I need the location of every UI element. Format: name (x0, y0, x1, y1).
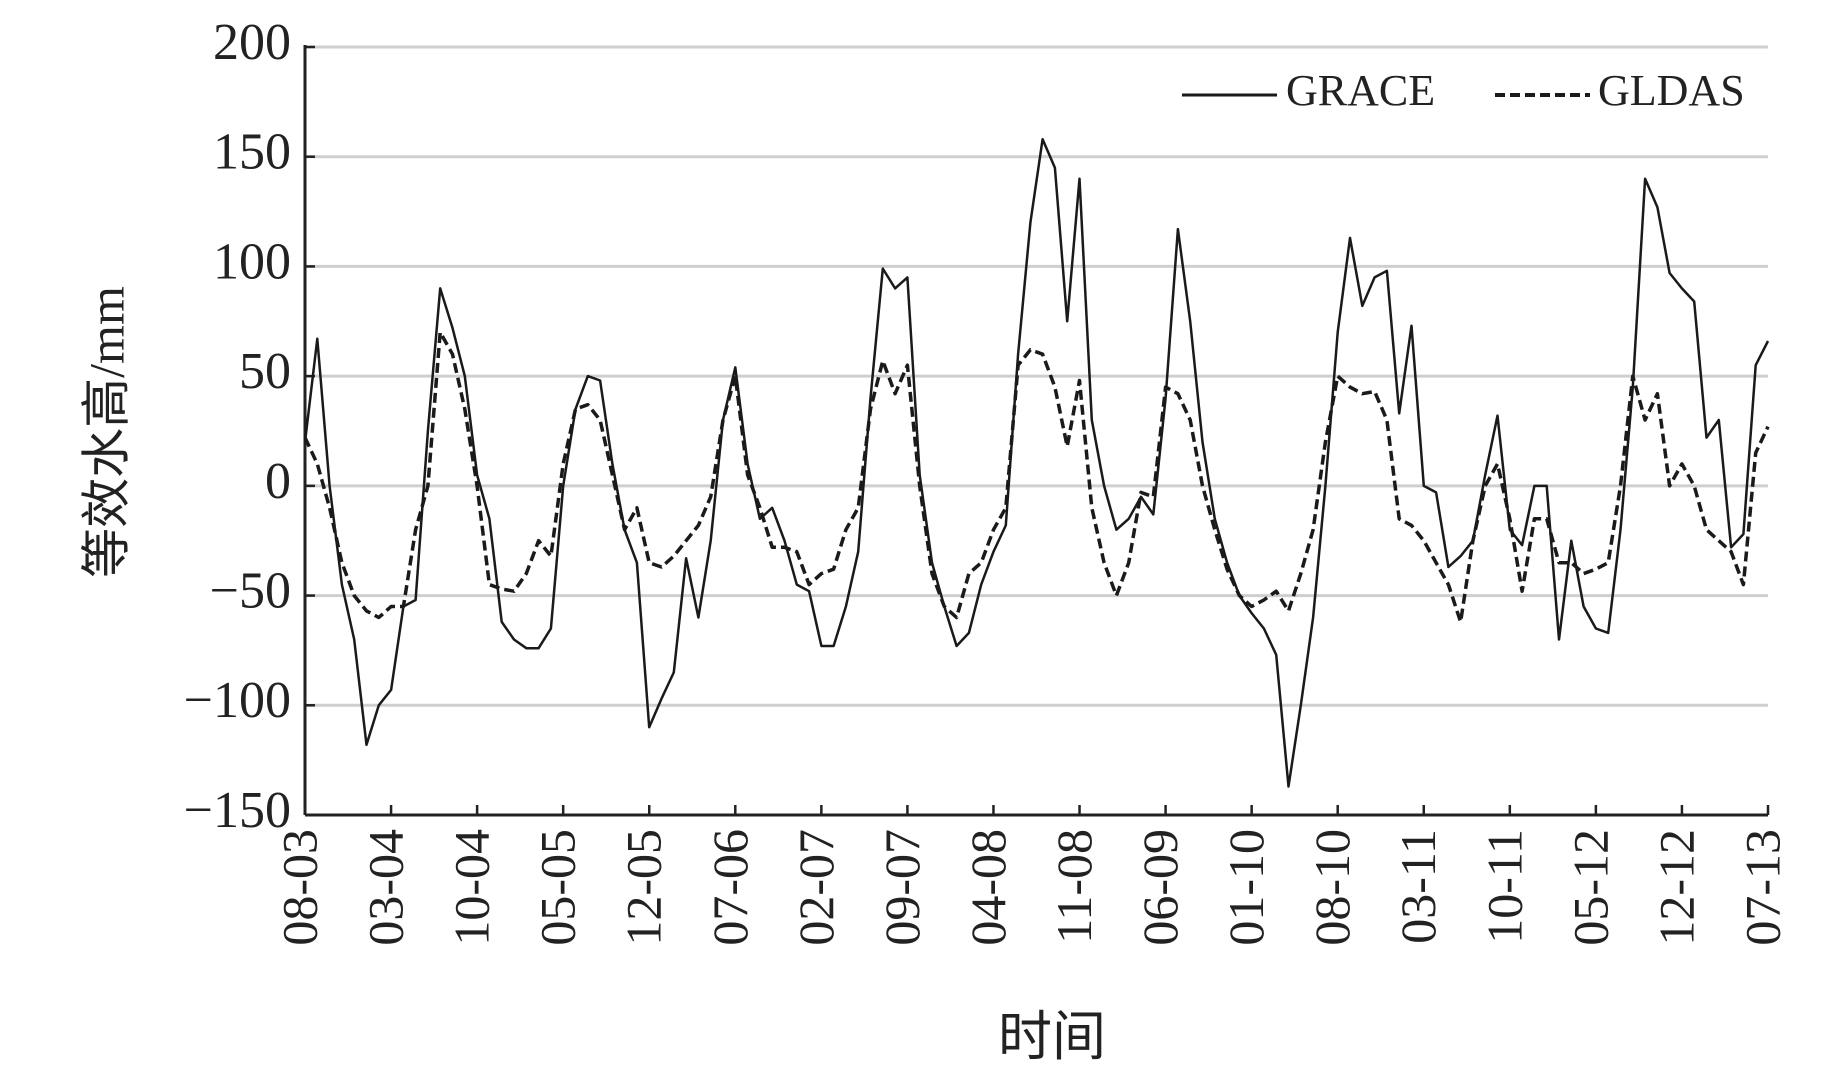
x-tick-label: 10-11 (1476, 829, 1532, 944)
x-tick-label: 02-07 (788, 829, 844, 946)
x-tick-label: 05-05 (530, 829, 586, 946)
x-tick-label: 07-06 (702, 829, 758, 946)
x-tick-label: 12-12 (1648, 829, 1704, 946)
x-tick-label: 01-10 (1218, 829, 1274, 946)
x-tick-label: 12-05 (616, 829, 672, 946)
x-axis-label: 时间 (998, 1007, 1106, 1067)
y-tick-label: 100 (213, 233, 291, 290)
legend-label: GRACE (1286, 66, 1435, 115)
y-tick-label: 50 (239, 343, 291, 400)
x-tick-label: 08-03 (271, 829, 327, 946)
x-tick-label: 11-08 (1046, 829, 1102, 944)
x-tick-label: 03-04 (358, 829, 414, 946)
y-axis-label: 等效水高/mm (78, 286, 134, 578)
x-tick-label: 07-13 (1734, 829, 1790, 946)
x-tick-label: 10-04 (444, 829, 500, 946)
y-tick-label: 200 (213, 14, 291, 71)
x-tick-label: 08-10 (1304, 829, 1360, 946)
legend-label: GLDAS (1598, 66, 1745, 115)
y-tick-label: −50 (210, 563, 291, 620)
y-tick-label: −150 (184, 782, 291, 839)
y-tick-label: 0 (265, 453, 291, 510)
x-tick-label: 03-11 (1390, 829, 1446, 944)
x-tick-label: 05-12 (1562, 829, 1618, 946)
data-line (303, 137, 1770, 788)
y-tick-label: −100 (184, 672, 291, 729)
x-tick-label: 06-09 (1132, 829, 1188, 946)
data-line (303, 330, 1770, 624)
y-tick-label: 150 (213, 124, 291, 181)
x-tick-label: 09-07 (874, 829, 930, 946)
x-tick-label: 04-08 (960, 829, 1016, 946)
